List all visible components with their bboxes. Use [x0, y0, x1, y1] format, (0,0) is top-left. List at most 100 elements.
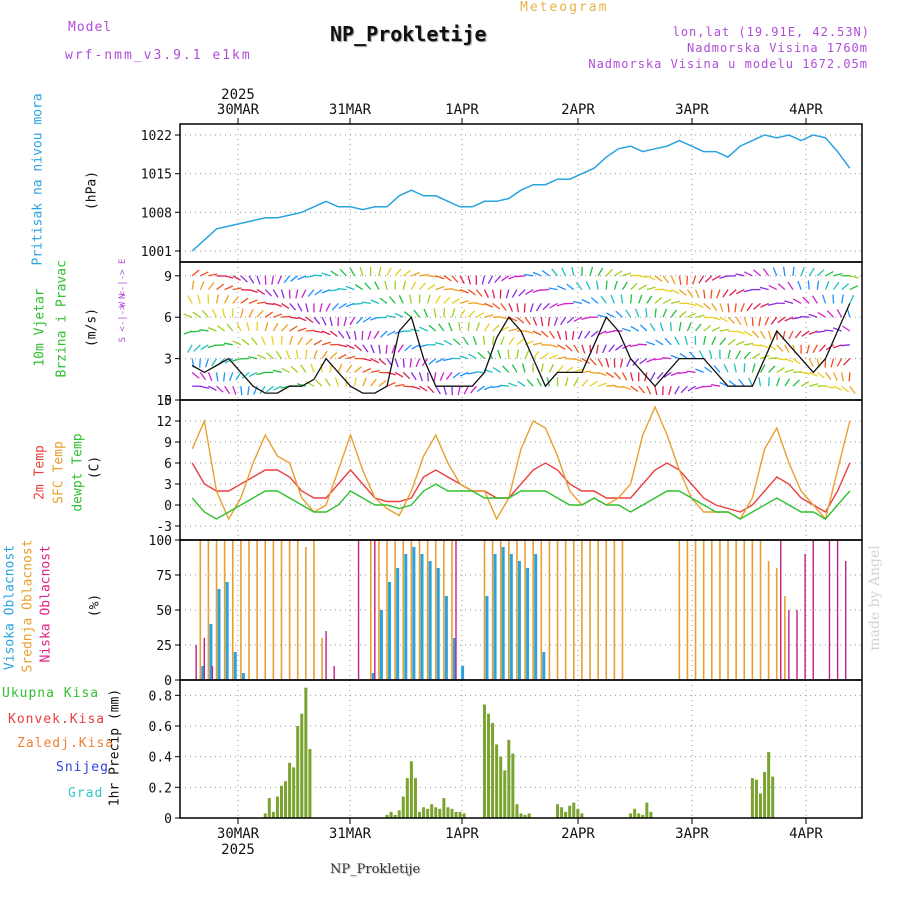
wind-arrow — [338, 302, 347, 309]
precip-bar — [438, 808, 442, 818]
wind-arrow — [759, 364, 766, 373]
precip-bar — [576, 808, 580, 818]
precip-frz-label: Zaledj.Kisa — [17, 736, 115, 751]
wind-arrow — [451, 288, 461, 292]
wind-arrow — [484, 302, 493, 308]
wind-arrow — [687, 302, 697, 307]
wind-arrow — [549, 302, 558, 309]
y-tick-label: 100 — [149, 534, 172, 549]
temp-series-2 — [191, 483, 851, 520]
wind-arrow — [297, 383, 307, 387]
wind-arrow — [768, 357, 778, 360]
wind-arrow — [394, 312, 404, 318]
wind-arrow — [338, 353, 347, 360]
precip-bar — [422, 807, 426, 818]
wind-arrow — [703, 289, 706, 299]
wind-arrow — [216, 385, 224, 393]
wind-arrow — [435, 295, 441, 304]
wind-arrow — [787, 281, 794, 290]
wind-arrow — [738, 378, 745, 387]
wind-arrow — [824, 281, 830, 290]
wind-arrow — [321, 341, 331, 346]
wind-arrow — [735, 350, 741, 359]
wind-arrow — [830, 358, 835, 368]
wind-arrow — [532, 330, 542, 336]
wind-arrow — [385, 344, 388, 354]
wind-arrow — [573, 357, 583, 363]
cloud-high-bar — [436, 568, 440, 680]
wind-arrow — [410, 281, 417, 290]
wind-arrow — [808, 267, 815, 277]
wind-arrow — [662, 357, 672, 360]
wind-arrow — [719, 275, 729, 279]
wind-arrow — [224, 295, 230, 304]
wind-arrow — [719, 303, 724, 313]
wind-arrow — [524, 330, 534, 334]
wind-arrow — [433, 308, 437, 318]
wind-arrow — [428, 324, 437, 332]
wind-arrow — [199, 281, 205, 290]
wind-arrow — [240, 288, 250, 291]
wind-arrow — [426, 372, 429, 382]
wind-arrow — [264, 311, 274, 318]
wind-arrow — [361, 301, 371, 305]
wind-arrow — [670, 371, 680, 377]
precip-bar — [462, 813, 466, 818]
precip-bar — [511, 753, 515, 818]
wind-arrow — [841, 385, 850, 393]
precip-bar — [434, 807, 438, 818]
wind-arrow — [589, 266, 594, 276]
wind-arrow — [674, 336, 680, 346]
precip-bar — [418, 811, 422, 818]
wind-arrow — [236, 322, 242, 332]
precip-bar — [292, 767, 296, 818]
wind-arrow — [507, 349, 510, 359]
wind-arrow — [251, 337, 258, 346]
precip-bar — [515, 804, 519, 818]
wind-arrow — [662, 275, 670, 284]
wind-arrow — [289, 316, 299, 320]
wind-arrow — [297, 303, 303, 312]
y-tick-label: 6 — [164, 311, 172, 326]
wind-arrow — [818, 344, 826, 352]
wind-arrow — [727, 330, 738, 333]
wind-arrow — [329, 352, 338, 360]
precip-bar — [645, 802, 649, 818]
wind-arrow — [532, 316, 538, 326]
wind-arrow — [524, 350, 530, 359]
wind-arrow — [740, 303, 745, 312]
wind-arrow — [801, 330, 810, 337]
wind-arrow — [248, 371, 258, 378]
wind-arrow — [452, 338, 461, 346]
cloud-high-bar — [526, 568, 530, 680]
wind-arrow — [207, 372, 213, 381]
wind-arrow — [266, 385, 274, 393]
wind-arrow — [307, 289, 315, 297]
wind-arrow — [533, 342, 543, 346]
wind-arrow — [812, 295, 818, 304]
wind-arrow — [557, 285, 566, 291]
wind-arrow — [679, 353, 688, 360]
wind-arrow — [467, 275, 472, 285]
wind-arrow — [240, 297, 249, 304]
wind-arrow — [373, 330, 380, 339]
wind-arrow — [313, 339, 323, 346]
wind-arrow — [483, 323, 491, 332]
wind-arrow — [259, 385, 266, 394]
wind-arrow — [183, 313, 193, 318]
wind-arrow — [784, 344, 790, 354]
wind-arrow — [638, 385, 645, 394]
precip-bar — [275, 796, 279, 818]
wind-arrow — [435, 385, 441, 395]
wind-arrow — [547, 317, 551, 327]
wind-arrow — [832, 294, 835, 304]
precip-bar — [649, 811, 653, 818]
wind-arrow — [659, 322, 664, 332]
wind-arrow — [832, 327, 842, 332]
wind-arrow — [716, 289, 721, 299]
wind-arrow — [472, 336, 477, 346]
wind-arrow — [674, 385, 680, 395]
wind-arrow — [597, 267, 604, 277]
wind-arrow — [727, 338, 736, 346]
wind-arrow — [678, 371, 688, 374]
